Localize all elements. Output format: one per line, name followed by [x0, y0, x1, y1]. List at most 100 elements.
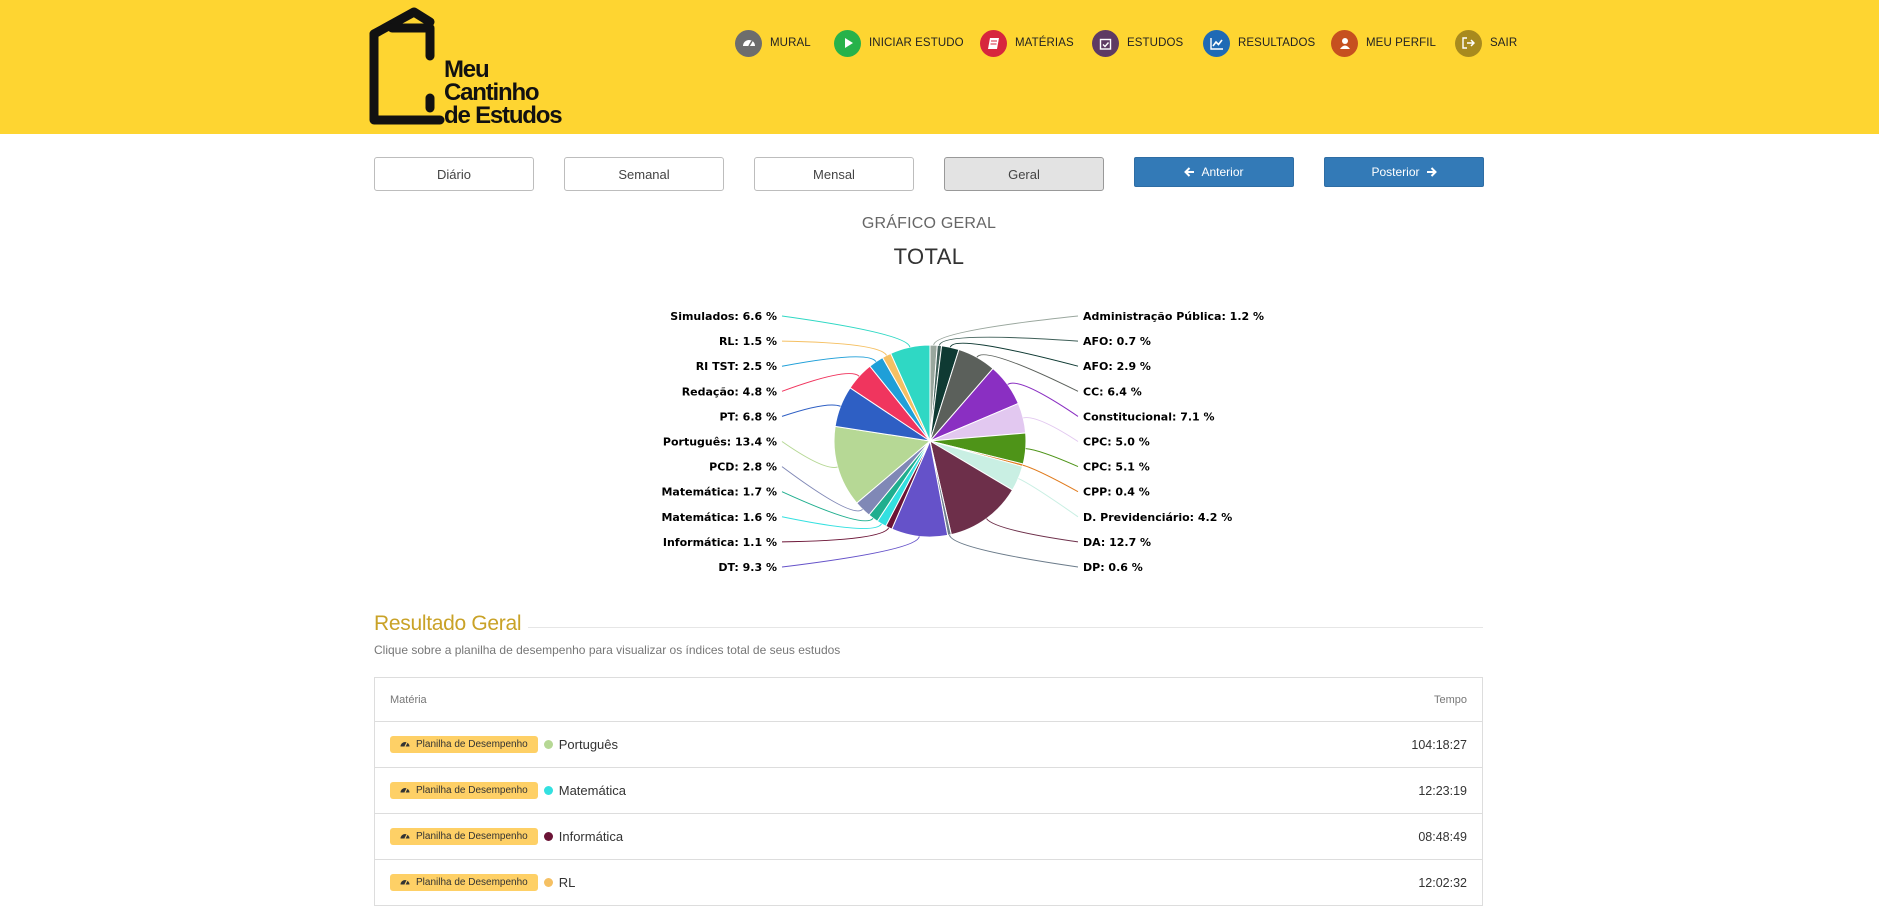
- nav-label-mural: MURAL: [770, 37, 811, 49]
- pie-connector: [1025, 448, 1079, 468]
- next-button-label: Posterior: [1371, 165, 1420, 179]
- nav-item-sair[interactable]: SAIR: [1455, 29, 1517, 57]
- pie-label: DT: 9.3 %: [718, 561, 777, 574]
- nav-label-sair: SAIR: [1490, 37, 1518, 49]
- previous-button-label: Anterior: [1201, 165, 1244, 179]
- performance-sheet-label: Planilha de Desempenho: [416, 877, 528, 888]
- pie-label: RI TST: 2.5 %: [696, 360, 777, 373]
- pie-label: AFO: 2.9 %: [1083, 360, 1151, 373]
- pie-chart: Administração Pública: 1.2 % AFO: 0.7 % AF…: [661, 310, 1264, 574]
- nav-label-meu-perfil: MEU PERFIL: [1366, 37, 1437, 49]
- pie-connector: [781, 441, 838, 468]
- main-nav: MURAL INICIAR ESTUDO MATÉRIAS ESTUDOS RE…: [0, 29, 1879, 57]
- pie-connector: [976, 354, 1079, 392]
- row-subject-cell: Planilha de Desempenho Matemática: [390, 782, 626, 799]
- previous-button[interactable]: Anterior: [1134, 157, 1294, 187]
- play-icon: [834, 29, 861, 57]
- table-body: Planilha de Desempenho Português 104:18:27…: [375, 722, 1482, 906]
- pie-label: CPC: 5.1 %: [1083, 461, 1150, 474]
- subject-name: Português: [558, 737, 619, 752]
- chart-title: TOTAL: [893, 244, 965, 269]
- pie-connector: [781, 340, 888, 356]
- book-logo-icon: [369, 7, 445, 125]
- performance-sheet-label: Planilha de Desempenho: [416, 739, 528, 750]
- performance-sheet-button[interactable]: Planilha de Desempenho: [390, 828, 538, 845]
- subject-color-dot: [543, 740, 553, 749]
- subject-color-dot: [543, 786, 553, 795]
- pie-connector: [1018, 478, 1079, 518]
- table-row[interactable]: Planilha de Desempenho Informática 08:48:4…: [375, 814, 1482, 860]
- table-row[interactable]: Planilha de Desempenho Português 104:18:27: [375, 722, 1482, 768]
- pie-label: DP: 0.6 %: [1083, 561, 1143, 574]
- pie-connector: [781, 373, 860, 392]
- nav-item-meu-perfil[interactable]: MEU PERFIL: [1331, 29, 1436, 57]
- period-button-semanal[interactable]: Semanal: [564, 157, 724, 191]
- nav-label-resultados: RESULTADOS: [1238, 37, 1316, 49]
- row-subject-cell: Planilha de Desempenho Português: [390, 736, 618, 753]
- pie-connector: [781, 404, 841, 417]
- next-button[interactable]: Posterior: [1324, 157, 1484, 187]
- book-icon: [980, 29, 1007, 57]
- results-table: Matéria Tempo Planilha de Desempenho Port…: [374, 677, 1483, 906]
- results-title: Resultado Geral: [374, 612, 522, 635]
- nav-label-materias: MATÉRIAS: [1015, 37, 1074, 49]
- performance-sheet-label: Planilha de Desempenho: [416, 831, 528, 842]
- dashboard-icon: [735, 29, 762, 57]
- performance-sheet-button[interactable]: Planilha de Desempenho: [390, 782, 538, 799]
- arrow-left-icon: [1184, 167, 1195, 177]
- performance-sheet-button[interactable]: Planilha de Desempenho: [390, 874, 538, 891]
- nav-item-iniciar-estudo[interactable]: INICIAR ESTUDO: [834, 29, 964, 57]
- pie-connector: [933, 315, 1079, 346]
- pie-label: Simulados: 6.6 %: [670, 310, 777, 323]
- pie-label: Português: 13.4 %: [663, 436, 777, 449]
- dashboard-icon: [400, 831, 410, 842]
- chart-subtitle: GRÁFICO GERAL: [861, 215, 997, 232]
- pie-connector: [781, 466, 863, 512]
- pie-label: CC: 6.4 %: [1083, 385, 1142, 398]
- pie-label: AFO: 0.7 %: [1083, 335, 1151, 348]
- pie-connector: [781, 527, 890, 543]
- user-icon: [1331, 29, 1358, 57]
- subject-color-dot: [543, 878, 553, 887]
- column-header-time: Tempo: [1433, 693, 1467, 706]
- nav-item-estudos[interactable]: ESTUDOS: [1092, 29, 1183, 57]
- table-row[interactable]: Planilha de Desempenho Matemática 12:23:19: [375, 768, 1482, 814]
- calendar-check-icon: [1092, 29, 1119, 57]
- pie-connector: [949, 342, 1079, 367]
- period-button-mensal[interactable]: Mensal: [754, 157, 914, 191]
- pie-label: PCD: 2.8 %: [709, 461, 777, 474]
- brand-line-3: de Estudos: [444, 102, 563, 129]
- period-button-geral[interactable]: Geral: [944, 157, 1104, 191]
- nav-item-resultados[interactable]: RESULTADOS: [1203, 29, 1315, 57]
- performance-sheet-button[interactable]: Planilha de Desempenho: [390, 736, 538, 753]
- pie-connector: [1022, 464, 1079, 493]
- pie-slice[interactable]: [833, 425, 932, 504]
- header: Meu Cantinho de Estudos MURAL INICIAR ES…: [0, 0, 1879, 134]
- pie-label: PT: 6.8 %: [719, 410, 777, 423]
- brand-line-1: Meu: [444, 56, 490, 83]
- pie-connector: [938, 336, 1079, 346]
- pie-label: RL: 1.5 %: [719, 335, 777, 348]
- table-row[interactable]: Planilha de Desempenho RL 12:02:32: [375, 860, 1482, 906]
- pie-label: Informática: 1.1 %: [663, 536, 777, 549]
- pie-connector: [781, 315, 911, 348]
- pie-slice[interactable]: [890, 344, 931, 442]
- pie-connector: [986, 518, 1079, 543]
- nav-label-iniciar-estudo: INICIAR ESTUDO: [869, 37, 964, 49]
- nav-item-mural[interactable]: MURAL: [735, 29, 811, 57]
- table-header: Matéria Tempo: [375, 678, 1482, 722]
- pie-label: CPP: 0.4 %: [1083, 486, 1150, 499]
- brand-line-2: Cantinho: [444, 79, 540, 106]
- sign-out-icon: [1455, 29, 1482, 57]
- dashboard-icon: [400, 739, 410, 750]
- column-header-subject: Matéria: [390, 693, 427, 706]
- pie-connector: [948, 534, 1079, 568]
- period-button-diario[interactable]: Diário: [374, 157, 534, 191]
- subject-name: Informática: [558, 829, 624, 844]
- nav-item-materias[interactable]: MATÉRIAS: [980, 29, 1074, 57]
- pie-connector: [781, 516, 882, 529]
- pie-label: Redação: 4.8 %: [682, 385, 777, 398]
- subject-color-dot: [543, 832, 553, 841]
- logo[interactable]: Meu Cantinho de Estudos: [368, 6, 583, 128]
- row-subject-cell: Planilha de Desempenho Informática: [390, 828, 623, 845]
